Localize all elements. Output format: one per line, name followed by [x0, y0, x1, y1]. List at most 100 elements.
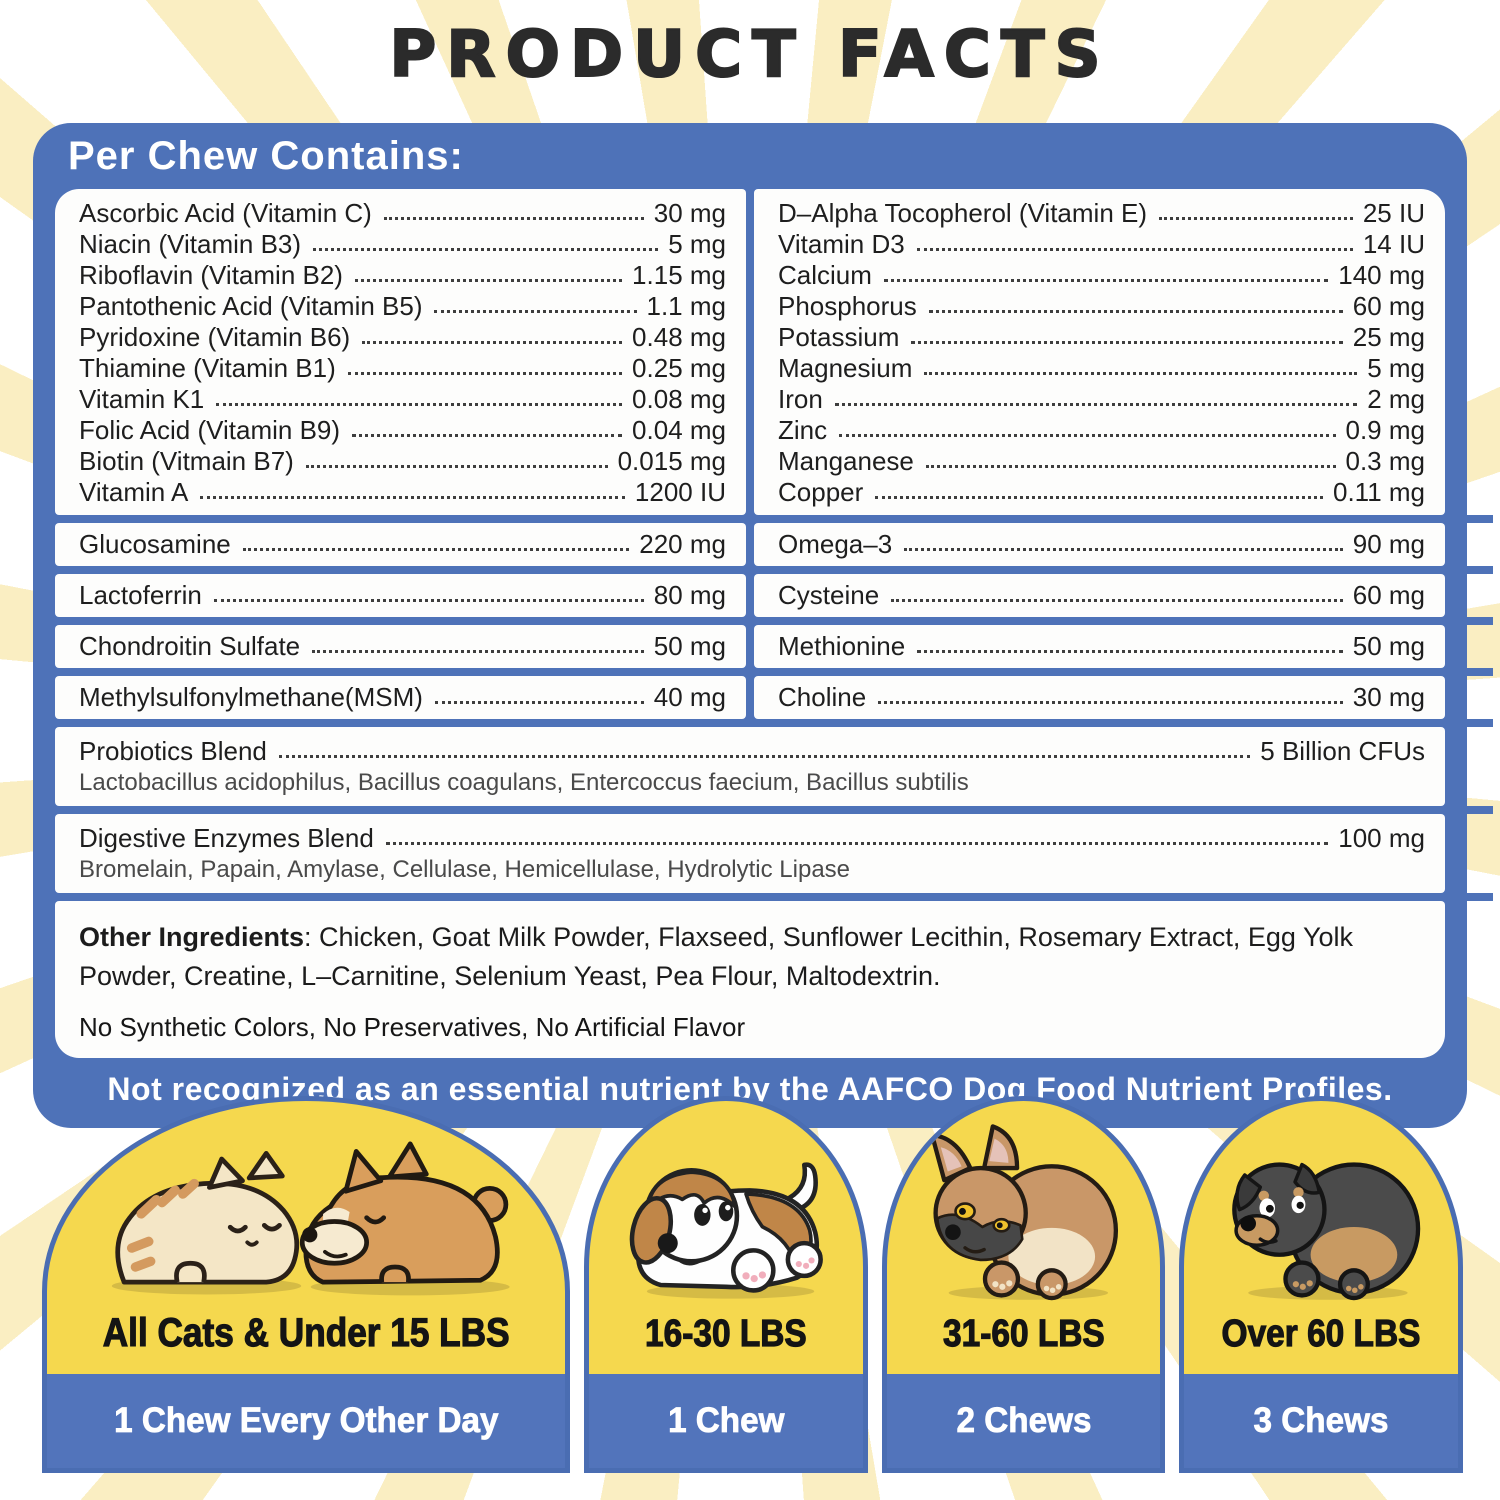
nutrient-row: Copper 0.11 mg [754, 477, 1445, 508]
other-ingredients-text: Other Ingredients: Chicken, Goat Milk Po… [55, 918, 1445, 996]
actives-left-cell: Methylsulfonylmethane(MSM) 40 mg [55, 676, 746, 719]
nutrient-name: Iron [778, 384, 823, 414]
panel-header: Per Chew Contains: [68, 134, 464, 178]
nutrient-name: Cysteine [778, 580, 880, 610]
nutrient-row: Manganese 0.3 mg [754, 446, 1445, 477]
actives-right-cell: Choline 30 mg [754, 676, 1445, 719]
dotted-leader [278, 755, 1251, 758]
dotted-leader [875, 496, 1323, 499]
nutrient-amount: 25 mg [1352, 322, 1425, 352]
nutrient-amount: 30 mg [1352, 682, 1425, 712]
dose-label: 3 Chews [1184, 1374, 1459, 1468]
actives-left-cell: Glucosamine 220 mg [55, 523, 746, 566]
nutrient-amount: 0.25 mg [632, 353, 726, 383]
nutrient-row: Probiotics Blend 5 Billion CFUs [55, 736, 1445, 767]
nutrient-amount: 30 mg [653, 198, 726, 228]
card-illustration-area [1184, 1101, 1458, 1305]
nutrient-amount: 1.1 mg [646, 291, 727, 321]
weight-range-label: Over 60 LBS [1221, 1312, 1421, 1355]
nutrient-row: Digestive Enzymes Blend 100 mg [55, 823, 1445, 854]
nutrient-amount: 50 mg [1352, 631, 1425, 661]
dotted-leader [904, 548, 1343, 551]
actives-rows: Glucosamine 220 mg Omega–3 90 mg [55, 515, 1493, 719]
nutrient-amount: 0.015 mg [617, 446, 726, 476]
dotted-leader [883, 279, 1329, 282]
nutrient-name: Folic Acid (Vitamin B9) [79, 415, 341, 445]
actives-row: Methylsulfonylmethane(MSM) 40 mg Choline… [55, 668, 1493, 719]
dotted-leader [916, 248, 1353, 251]
nutrient-row: Biotin (Vitmain B7) 0.015 mg [55, 446, 746, 477]
nutrient-name: Potassium [778, 322, 900, 352]
nutrient-name: Niacin (Vitamin B3) [79, 229, 302, 259]
dotted-leader [313, 248, 659, 251]
dotted-leader [911, 341, 1343, 344]
nutrient-name: Phosphorus [778, 291, 917, 321]
nutrient-name: Vitamin K1 [79, 384, 205, 414]
nutrient-row: Ascorbic Acid (Vitamin C) 30 mg [55, 198, 746, 229]
nutrient-row: Pyridoxine (Vitamin B6) 0.48 mg [55, 322, 746, 353]
enzyme-list: Bromelain, Papain, Amylase, Cellulase, H… [79, 856, 851, 883]
dotted-leader [385, 842, 1329, 845]
other-ingredients-label: Other Ingredients [79, 922, 305, 952]
dosage-card-over-60lbs: Over 60 LBS 3 Chews [1179, 1096, 1464, 1473]
nutrient-amount: 60 mg [1352, 291, 1425, 321]
actives-left-cell: Chondroitin Sulfate 50 mg [55, 625, 746, 668]
nutrient-row: Potassium 25 mg [754, 322, 1445, 353]
nutrient-amount: 25 IU [1362, 198, 1425, 228]
dotted-leader [305, 465, 608, 468]
actives-right-cell: Methionine 50 mg [754, 625, 1445, 668]
probiotic-strains: Lactobacillus acidophilus, Bacillus coag… [79, 769, 969, 796]
nutrient-name: Riboflavin (Vitamin B2) [79, 260, 343, 290]
dotted-leader [352, 434, 623, 437]
actives-row: Chondroitin Sulfate 50 mg Methionine 50 … [55, 617, 1493, 668]
weight-range-label: 31-60 LBS [942, 1312, 1105, 1355]
nutrient-row: Folic Acid (Vitamin B9) 0.04 mg [55, 415, 746, 446]
dotted-leader [925, 465, 1336, 468]
nutrient-amount: 0.08 mg [632, 384, 726, 414]
nutrient-row: Niacin (Vitamin B3) 5 mg [55, 229, 746, 260]
nutrient-row: Chondroitin Sulfate 50 mg [55, 631, 746, 662]
nutrient-amount: 0.11 mg [1332, 477, 1425, 507]
dotted-leader [917, 650, 1343, 653]
nutrient-amount: 14 IU [1362, 229, 1425, 259]
nutrient-amount: 2 mg [1367, 384, 1425, 414]
nutrient-name: Glucosamine [79, 529, 231, 559]
nutrient-row: Zinc 0.9 mg [754, 415, 1445, 446]
nutrient-name: Methionine [778, 631, 906, 661]
card-illustration-area [47, 1101, 565, 1303]
nutrient-amount: 60 mg [1352, 580, 1425, 610]
nutrient-row: Phosphorus 60 mg [754, 291, 1445, 322]
french-bulldog-illustration [929, 1124, 1118, 1301]
dotted-leader [242, 548, 630, 551]
dotted-leader [891, 599, 1343, 602]
nutrient-name: Digestive Enzymes Blend [79, 823, 374, 853]
nutrient-row: Vitamin A 1200 IU [55, 477, 746, 508]
dose-label: 1 Chew [589, 1374, 863, 1468]
dotted-leader [362, 341, 623, 344]
nutrient-name: Thiamine (Vitamin B1) [79, 353, 336, 383]
nutrient-row: Magnesium 5 mg [754, 353, 1445, 384]
nutrient-row: Methionine 50 mg [754, 631, 1445, 662]
dosage-card-16-30lbs: 16-30 LBS 1 Chew [584, 1096, 868, 1473]
nutrient-row: Calcium 140 mg [754, 260, 1445, 291]
dotted-leader [216, 403, 623, 406]
rottweiler-illustration [1232, 1162, 1421, 1301]
nutrient-name: Vitamin A [79, 477, 189, 507]
nutrient-amount: 1200 IU [634, 477, 726, 507]
nutrient-name: Choline [778, 682, 867, 712]
dotted-leader [312, 650, 644, 653]
nutrient-row: Vitamin K1 0.08 mg [55, 384, 746, 415]
nutrient-name: Zinc [778, 415, 828, 445]
nutrient-row: Cysteine 60 mg [754, 580, 1445, 611]
nutrient-row: Choline 30 mg [754, 682, 1445, 713]
dotted-leader [354, 279, 623, 282]
page-title: PRODUCT FACTS [388, 17, 1111, 93]
dosage-card-cats-under-15lbs: All Cats & Under 15 LBS 1 Chew Every Oth… [42, 1096, 570, 1473]
nutrient-name: Calcium [778, 260, 872, 290]
no-additives-claims: No Synthetic Colors, No Preservatives, N… [79, 1012, 746, 1042]
nutrient-amount: 220 mg [639, 529, 726, 559]
probiotics-section: Probiotics Blend 5 Billion CFUs Lactobac… [55, 719, 1493, 806]
nutrient-amount: 140 mg [1338, 260, 1425, 290]
nutrient-amount: 0.9 mg [1345, 415, 1426, 445]
actives-row: Lactoferrin 80 mg Cysteine 60 mg [55, 566, 1493, 617]
